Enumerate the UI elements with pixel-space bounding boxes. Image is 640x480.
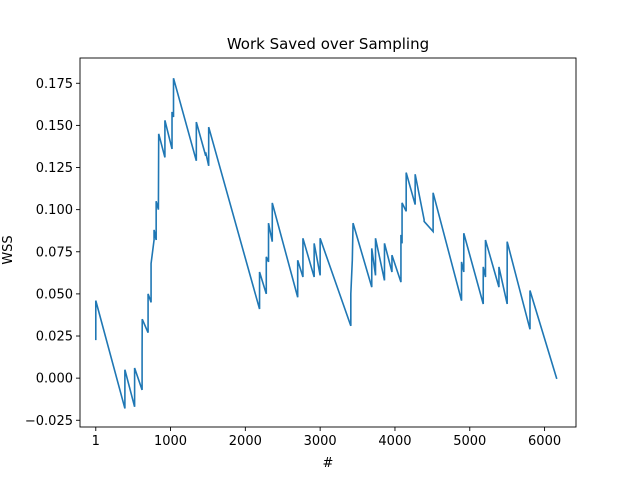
plot-area: 1 1000 2000 3000 4000 5000 6000 −0.025 0.000 0.02… <box>25 57 577 449</box>
x-tick-label: 3000 <box>304 434 337 449</box>
x-tick-label: 2000 <box>229 434 262 449</box>
y-tick-label: 0.100 <box>36 203 73 218</box>
y-tick-label: 0.000 <box>36 372 73 387</box>
x-tick-label: 5000 <box>453 434 486 449</box>
y-tick-label: 0.125 <box>36 161 73 176</box>
x-tick-label: 1000 <box>154 434 187 449</box>
x-axis-label: # <box>323 456 334 471</box>
y-axis-label: WSS <box>1 235 16 264</box>
y-tick-label: 0.075 <box>36 245 73 260</box>
series-line-0 <box>94 78 558 409</box>
y-tick-label: 0.175 <box>36 77 73 92</box>
y-tick-label: 0.150 <box>36 119 73 134</box>
y-tick-label: −0.025 <box>25 414 73 429</box>
x-tick-label: 1 <box>92 434 100 449</box>
x-tick-label: 4000 <box>378 434 411 449</box>
y-tick-label: 0.025 <box>36 330 73 345</box>
x-tick-label: 6000 <box>528 434 561 449</box>
chart-title: Work Saved over Sampling <box>227 35 429 53</box>
plot-frame <box>79 57 577 428</box>
y-tick-label: 0.050 <box>36 287 73 302</box>
